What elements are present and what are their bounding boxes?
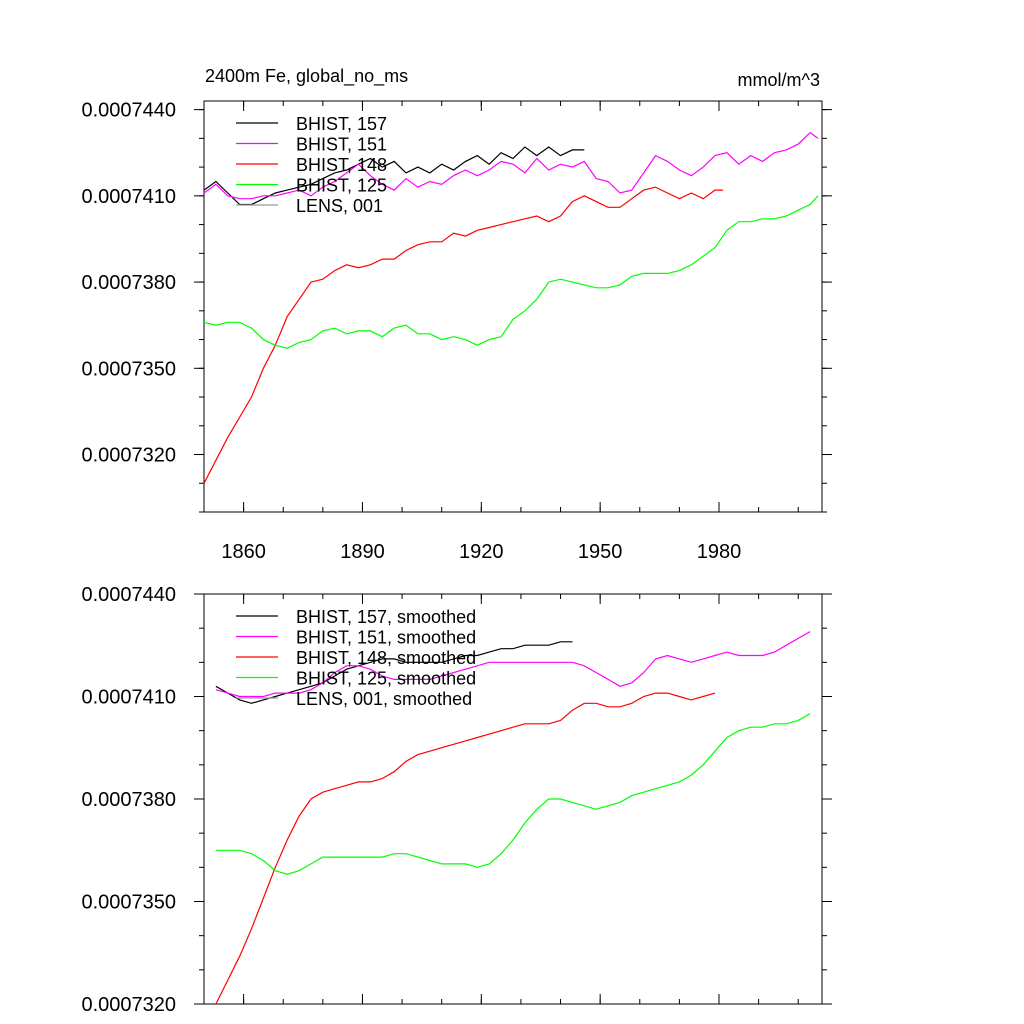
bottom-panel: 0.0007320 0.0007350 0.0007380 0.0007410 0.00… xyxy=(81,584,832,1016)
x-tick-label: 1890 xyxy=(340,541,385,563)
legend-label: BHIST, 148 xyxy=(296,155,387,175)
series-line xyxy=(215,692,716,1005)
legend-label: BHIST, 157, smoothed xyxy=(296,607,476,627)
legend-label: BHIST, 125, smoothed xyxy=(296,669,476,689)
series-line xyxy=(215,641,573,704)
y-tick-label: 0.0007380 xyxy=(81,272,176,294)
x-tick-label: 1980 xyxy=(697,541,742,563)
plot-frame xyxy=(203,100,823,513)
y-tick-label: 0.0007410 xyxy=(81,687,176,709)
x-tick-label: 1950 xyxy=(578,541,623,563)
x-tick-label: 1860 xyxy=(221,541,266,563)
panel-title: 2400m Fe, global_no_ms xyxy=(205,66,408,87)
series-line xyxy=(203,146,585,206)
y-tick-label: 0.0007320 xyxy=(81,445,176,467)
legend-label: BHIST, 148, smoothed xyxy=(296,648,476,668)
y-tick-label: 0.0007350 xyxy=(81,892,176,914)
legend-label: LENS, 001 xyxy=(296,196,383,216)
x-tick-label: 1920 xyxy=(459,541,504,563)
series-line xyxy=(203,195,819,349)
series-line xyxy=(203,186,723,484)
legend-label: BHIST, 157 xyxy=(296,114,387,134)
panel-units: mmol/m^3 xyxy=(738,70,820,90)
top-panel: 2400m Fe, global_no_ms mmol/m^3 1860 1890… xyxy=(81,66,832,563)
series-line xyxy=(215,631,811,698)
y-tick-label: 0.0007440 xyxy=(81,100,176,122)
y-tick-label: 0.0007440 xyxy=(81,584,176,606)
series-line xyxy=(203,131,819,200)
legend-label: BHIST, 125 xyxy=(296,176,387,196)
y-tick-label: 0.0007320 xyxy=(81,994,176,1016)
series-line xyxy=(215,713,811,875)
y-tick-label: 0.0007380 xyxy=(81,789,176,811)
legend-label: BHIST, 151, smoothed xyxy=(296,628,476,648)
legend-label: LENS, 001, smoothed xyxy=(296,689,472,709)
legend-label: BHIST, 151 xyxy=(296,135,387,155)
y-tick-label: 0.0007410 xyxy=(81,186,176,208)
y-tick-label: 0.0007350 xyxy=(81,358,176,380)
